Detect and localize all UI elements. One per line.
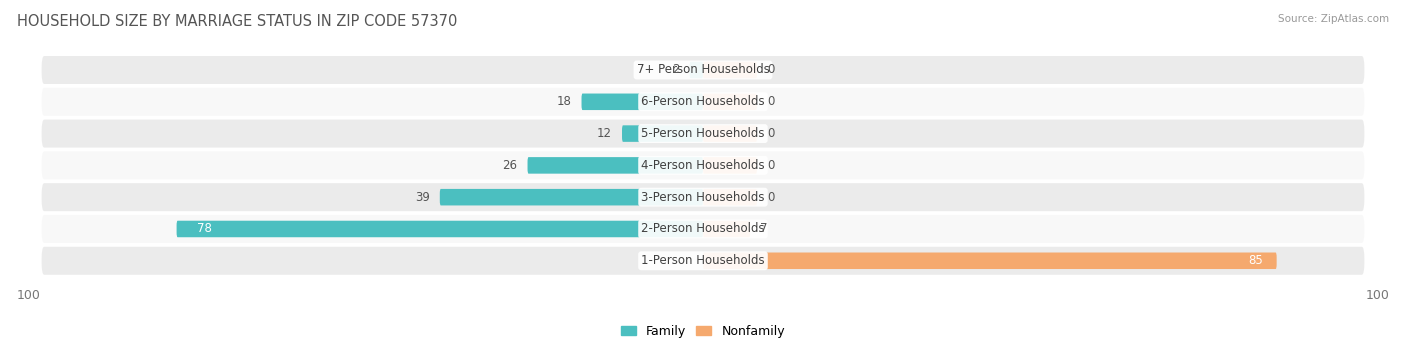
Text: 0: 0 bbox=[768, 95, 775, 108]
FancyBboxPatch shape bbox=[703, 62, 756, 78]
Text: 3-Person Households: 3-Person Households bbox=[641, 191, 765, 204]
Text: 0: 0 bbox=[768, 191, 775, 204]
FancyBboxPatch shape bbox=[703, 157, 756, 174]
Text: 12: 12 bbox=[598, 127, 612, 140]
FancyBboxPatch shape bbox=[703, 93, 756, 110]
FancyBboxPatch shape bbox=[42, 88, 1364, 116]
Text: 78: 78 bbox=[197, 222, 212, 236]
FancyBboxPatch shape bbox=[42, 56, 1364, 84]
Text: 7: 7 bbox=[761, 222, 768, 236]
Text: 26: 26 bbox=[502, 159, 517, 172]
FancyBboxPatch shape bbox=[177, 221, 703, 237]
FancyBboxPatch shape bbox=[689, 62, 703, 78]
FancyBboxPatch shape bbox=[42, 151, 1364, 179]
Text: 39: 39 bbox=[415, 191, 430, 204]
Text: 2: 2 bbox=[672, 63, 679, 76]
FancyBboxPatch shape bbox=[440, 189, 703, 205]
FancyBboxPatch shape bbox=[621, 125, 703, 142]
Text: HOUSEHOLD SIZE BY MARRIAGE STATUS IN ZIP CODE 57370: HOUSEHOLD SIZE BY MARRIAGE STATUS IN ZIP… bbox=[17, 14, 457, 29]
FancyBboxPatch shape bbox=[42, 215, 1364, 243]
Text: 7+ Person Households: 7+ Person Households bbox=[637, 63, 769, 76]
FancyBboxPatch shape bbox=[703, 125, 756, 142]
FancyBboxPatch shape bbox=[527, 157, 703, 174]
Text: 0: 0 bbox=[768, 63, 775, 76]
Text: Source: ZipAtlas.com: Source: ZipAtlas.com bbox=[1278, 14, 1389, 24]
Text: 2-Person Households: 2-Person Households bbox=[641, 222, 765, 236]
FancyBboxPatch shape bbox=[42, 183, 1364, 211]
FancyBboxPatch shape bbox=[703, 252, 1277, 269]
Text: 18: 18 bbox=[557, 95, 571, 108]
Text: 1-Person Households: 1-Person Households bbox=[641, 254, 765, 267]
FancyBboxPatch shape bbox=[703, 189, 756, 205]
Text: 0: 0 bbox=[768, 159, 775, 172]
FancyBboxPatch shape bbox=[582, 93, 703, 110]
Text: 5-Person Households: 5-Person Households bbox=[641, 127, 765, 140]
FancyBboxPatch shape bbox=[42, 247, 1364, 275]
Text: 0: 0 bbox=[768, 127, 775, 140]
Text: 6-Person Households: 6-Person Households bbox=[641, 95, 765, 108]
Legend: Family, Nonfamily: Family, Nonfamily bbox=[616, 320, 790, 341]
Text: 4-Person Households: 4-Person Households bbox=[641, 159, 765, 172]
FancyBboxPatch shape bbox=[42, 120, 1364, 148]
Text: 85: 85 bbox=[1249, 254, 1263, 267]
FancyBboxPatch shape bbox=[703, 221, 751, 237]
